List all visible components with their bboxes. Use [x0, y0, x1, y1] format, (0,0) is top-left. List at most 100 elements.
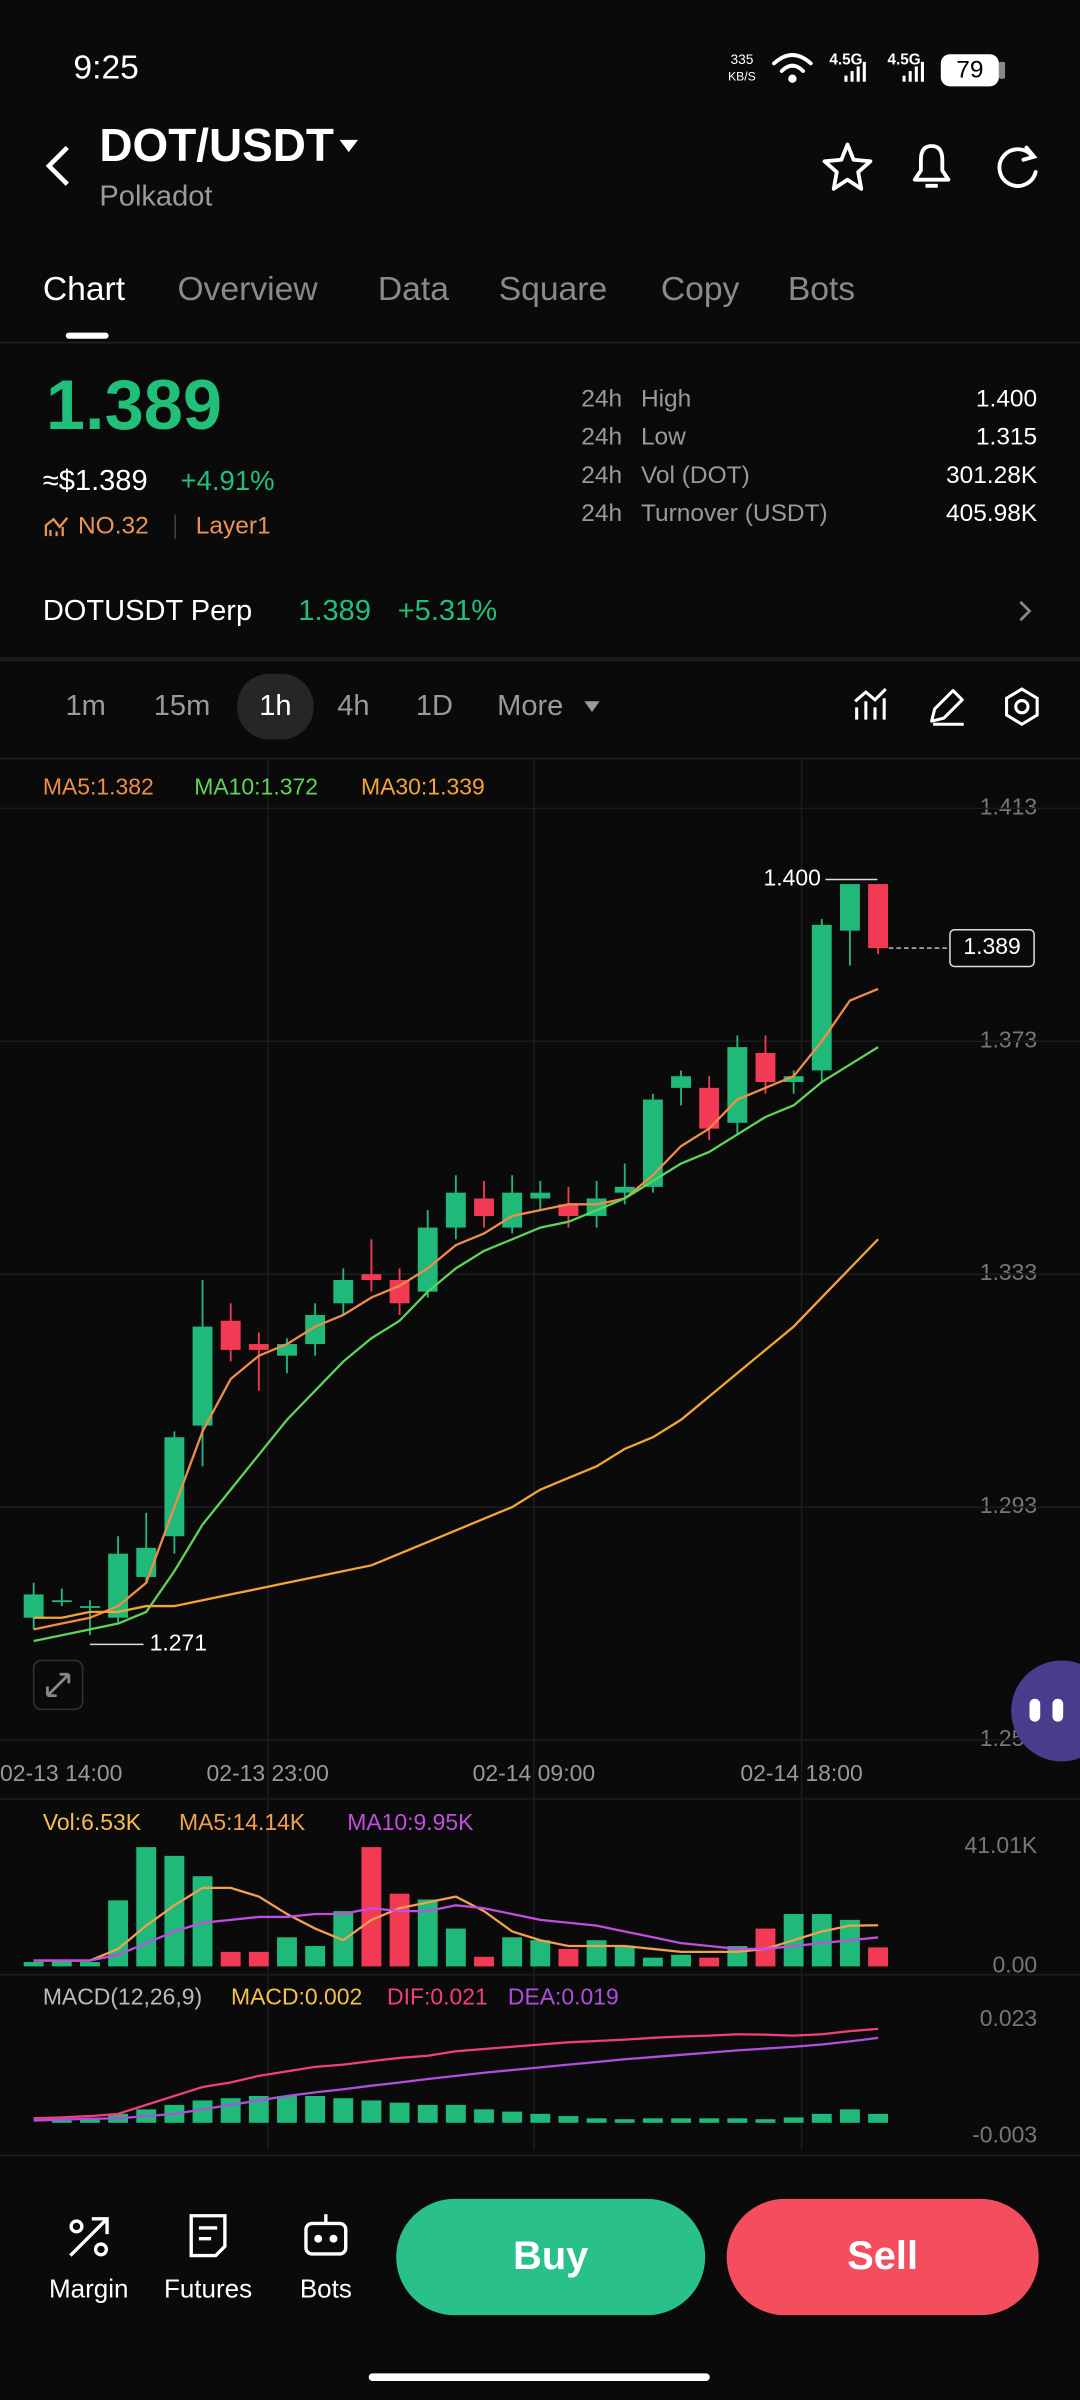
stat-value: 405.98K [946, 500, 1038, 527]
perp-name: DOTUSDT Perp [43, 595, 252, 627]
bots-icon [304, 2214, 348, 2256]
settings-button[interactable] [1005, 687, 1039, 727]
tab[interactable]: Bots [788, 271, 855, 308]
candle-body [389, 1280, 410, 1304]
candle-body [783, 1076, 804, 1083]
expand-button[interactable] [32, 1659, 84, 1711]
bar [389, 2102, 410, 2123]
candle-body [868, 884, 889, 949]
coin-name: Polkadot [99, 181, 212, 213]
bar [333, 2098, 354, 2123]
signal-label: 4.5G [888, 51, 921, 68]
pair-dropdown[interactable] [339, 139, 358, 153]
bar [671, 1954, 691, 1967]
signal-bars [844, 61, 866, 82]
tab-indicator [65, 332, 109, 339]
bar [502, 1937, 523, 1967]
bar [192, 2100, 213, 2123]
candle-body [248, 1344, 269, 1350]
charts: 02-13 14:00 02-13 23:00 02-14 09:00 02-14 1… [0, 759, 1080, 2150]
bar [727, 2118, 748, 2123]
action-label[interactable]: Bots [300, 2274, 352, 2304]
bar [389, 1893, 410, 1967]
assistant-bubble[interactable] [1011, 1660, 1080, 1762]
bar [586, 1940, 607, 1967]
y-tick-label: 1.293 [980, 1492, 1037, 1518]
buy-button[interactable] [396, 2198, 706, 2316]
candle-body [558, 1204, 579, 1216]
legend-label: MA10:1.372 [194, 774, 318, 800]
interval[interactable]: 1D [416, 690, 453, 722]
bar [417, 1899, 438, 1967]
perp-row[interactable]: DOTUSDT Perp 1.389 +5.31% [43, 595, 1032, 627]
legend-label: DEA:0.019 [508, 1984, 619, 2010]
perp-price: 1.389 [298, 595, 371, 627]
candle-body [333, 1280, 354, 1304]
perp-change: +5.31% [398, 595, 497, 627]
net-speed: 335 [730, 52, 753, 67]
bar [811, 1914, 832, 1967]
assistant-eye [1052, 1698, 1064, 1722]
indicator-line [33, 1904, 879, 1962]
bar [80, 1962, 100, 1967]
candle-body [417, 1227, 438, 1292]
pair-title[interactable]: DOT/USDT [99, 119, 333, 171]
legend-label: MA30:1.339 [361, 774, 485, 800]
stats: 24h High 1.400 24h Low 1.315 24h Vol (DO… [581, 385, 1038, 527]
battery-cap [998, 61, 1006, 79]
draw-button[interactable] [930, 689, 964, 726]
interval[interactable]: 1h [259, 690, 291, 722]
bar [614, 1946, 635, 1967]
indicator-button[interactable] [854, 687, 887, 720]
bar [248, 1951, 269, 1967]
interval[interactable]: More [497, 690, 563, 722]
stat-value: 1.400 [976, 385, 1037, 412]
divider [0, 2154, 1080, 2157]
separator [174, 514, 176, 540]
refresh-button[interactable] [997, 145, 1038, 188]
tab[interactable]: Data [378, 271, 449, 308]
rank[interactable]: NO.32 [78, 512, 149, 539]
candle-body [192, 1326, 213, 1426]
tab[interactable]: Copy [661, 271, 740, 308]
bar [445, 2104, 466, 2123]
sell-button[interactable] [726, 2198, 1039, 2316]
net-unit: KB/S [728, 69, 756, 83]
back-button[interactable] [45, 145, 69, 186]
last-price-label: 1.389 [963, 933, 1020, 959]
interval[interactable]: 4h [337, 690, 369, 722]
action-label[interactable]: Futures [164, 2274, 252, 2304]
tab[interactable]: Overview [177, 271, 318, 308]
tab[interactable]: Square [499, 271, 607, 308]
favorite-button[interactable] [822, 142, 873, 191]
divider [0, 757, 1080, 760]
action-label[interactable]: Margin [49, 2274, 128, 2304]
divider [0, 656, 1080, 662]
margin-icon [69, 2217, 109, 2257]
y-tick-label: -0.003 [972, 2121, 1037, 2147]
interval[interactable]: 1m [65, 690, 105, 722]
indicator-line [33, 1046, 879, 1643]
interval-selected [237, 673, 314, 740]
bar [868, 2113, 889, 2123]
tab[interactable]: Chart [43, 271, 126, 308]
divider [0, 1974, 1080, 1976]
divider [0, 1798, 1080, 1800]
stat-period: 24h [581, 500, 622, 527]
low-label: 1.271 [150, 1629, 207, 1655]
candle-body [474, 1198, 494, 1216]
stat-label: Low [641, 424, 686, 451]
indicator-line [33, 2027, 879, 2120]
candle-body [727, 1047, 748, 1123]
bar [220, 2098, 241, 2123]
interval[interactable]: 15m [154, 690, 211, 722]
home-indicator [368, 2373, 710, 2381]
bar [839, 2109, 860, 2123]
alert-button[interactable] [912, 144, 951, 188]
sector-tag[interactable]: Layer1 [196, 512, 271, 539]
more-dropdown[interactable] [584, 701, 600, 713]
legend-label: MA5:14.14K [179, 1809, 306, 1835]
bar [868, 1947, 889, 1967]
y-tick-label: 1.413 [980, 793, 1037, 819]
bar [417, 2104, 438, 2123]
